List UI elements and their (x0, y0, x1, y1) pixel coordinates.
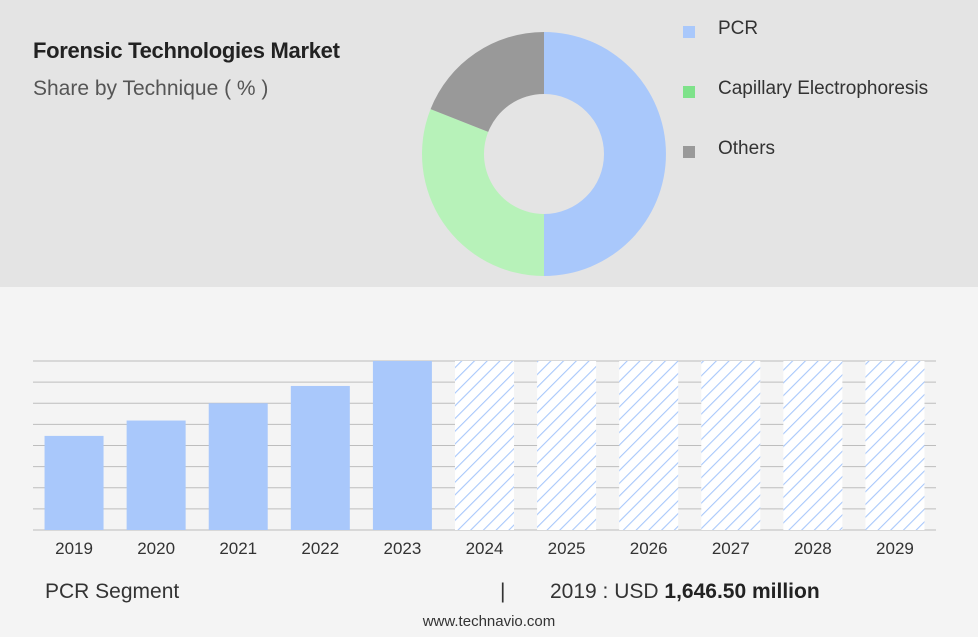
footer-separator: | (500, 580, 506, 603)
forecast-bar-2026 (619, 361, 679, 530)
x-tick-label-2022: 2022 (301, 539, 339, 558)
x-tick-label-2023: 2023 (383, 539, 421, 558)
x-tick-label-2028: 2028 (794, 539, 832, 558)
legend-swatch-capillary-electrophoresis (683, 86, 695, 98)
legend-label-others: Others (718, 138, 776, 159)
donut-slice-capillary-electrophoresis (422, 109, 544, 276)
x-tick-label-2027: 2027 (712, 539, 750, 558)
legend-label-pcr: PCR (718, 18, 759, 39)
website-link[interactable]: www.technavio.com (422, 613, 556, 630)
chart-subtitle: Share by Technique ( % ) (33, 77, 269, 100)
forecast-bar-2029 (865, 361, 925, 530)
x-tick-label-2026: 2026 (630, 539, 668, 558)
forecast-bar-2024 (455, 361, 514, 530)
segment-value-summary: 2019 : USD 1,646.50 million (550, 580, 820, 604)
legend-label-capillary-electrophoresis: Capillary Electrophoresis (718, 78, 929, 99)
bar-2019 (44, 435, 104, 530)
bar-2020 (126, 420, 186, 530)
forecast-bar-2028 (783, 361, 843, 530)
forecast-bar-2027 (701, 361, 761, 530)
segment-year-prefix: 2019 : USD (550, 580, 665, 603)
bar-2022 (290, 385, 350, 530)
segment-value: 1,646.50 million (664, 580, 820, 603)
donut-chart (422, 32, 666, 276)
x-tick-label-2024: 2024 (466, 539, 504, 558)
x-tick-label-2019: 2019 (55, 539, 93, 558)
bar-2023 (372, 361, 432, 530)
x-tick-label-2021: 2021 (219, 539, 257, 558)
legend-swatch-others (683, 146, 695, 158)
segment-label: PCR Segment (45, 580, 180, 603)
chart-title: Forensic Technologies Market (33, 38, 340, 63)
donut-slice-others (430, 32, 544, 132)
bar-2021 (208, 403, 268, 530)
x-tick-label-2025: 2025 (548, 539, 586, 558)
x-tick-label-2029: 2029 (876, 539, 914, 558)
legend-swatch-pcr (683, 26, 695, 38)
forecast-bar-2025 (537, 361, 597, 530)
bar-chart: 2019 2020 2021 2022 2023 2024 2025 2026 2027 2028… (33, 360, 936, 558)
donut-slice-pcr (544, 32, 666, 276)
x-tick-label-2020: 2020 (137, 539, 175, 558)
